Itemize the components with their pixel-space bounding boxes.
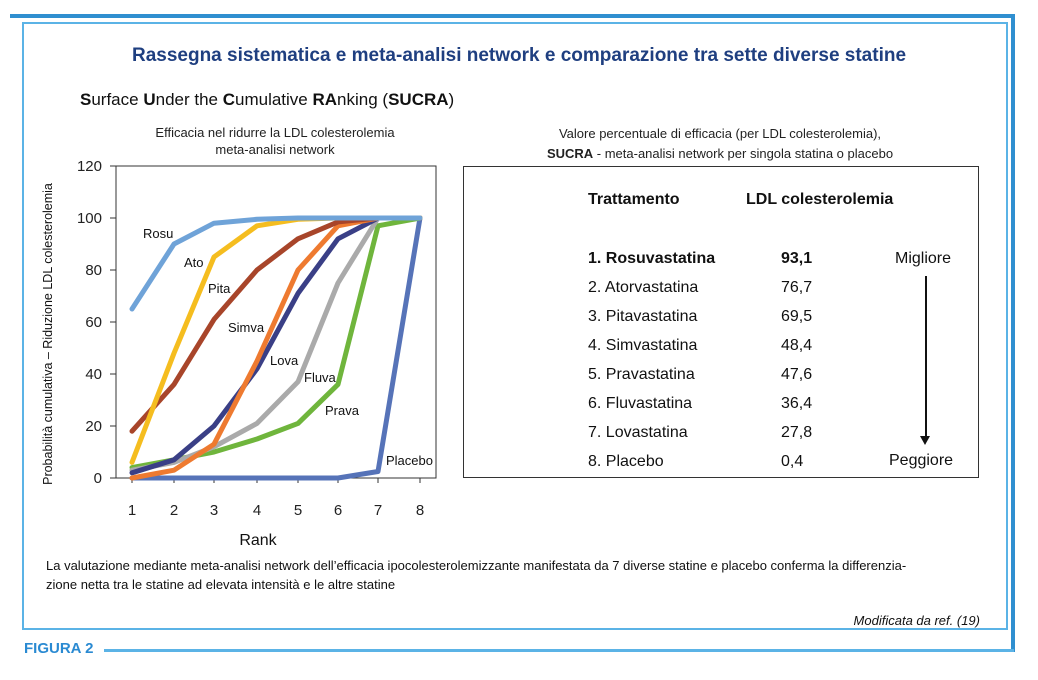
subtitle-part: C [222, 90, 235, 109]
ranking-arrow-line [925, 276, 927, 438]
figure-label: FIGURA 2 [24, 640, 94, 657]
table-row-value: 48,4 [781, 337, 813, 354]
x-tick-label: 8 [416, 502, 424, 519]
table-row-value: 0,4 [781, 453, 804, 470]
subtitle-part: nder the [155, 90, 223, 109]
source-reference: Modificata da ref. (19) [853, 613, 980, 628]
chart-caption: Efficacia nel ridurre la LDL colesterole… [100, 124, 450, 158]
y-tick-label: 0 [94, 470, 102, 487]
x-tick-label: 5 [294, 502, 302, 519]
series-annotation-ato: Ato [184, 255, 204, 270]
table-caption: Valore percentuale di efficacia (per LDL… [460, 124, 980, 164]
table-row-treatment: 3. Pitavastatina [588, 308, 698, 325]
table-row-value: 93,1 [781, 250, 813, 267]
subtitle-part: SUCRA [388, 90, 449, 109]
table-row-value: 76,7 [781, 279, 813, 296]
series-line-fluva [129, 215, 423, 473]
subtitle-part: S [80, 90, 92, 109]
table-caption-line2: SUCRA - meta-analisi network per singola… [460, 144, 980, 164]
table-row-value: 69,5 [781, 308, 813, 325]
table-row-value: 36,4 [781, 395, 813, 412]
table-row-treatment: 7. Lovastatina [588, 424, 688, 441]
table-row-treatment: 1. Rosuvastatina [588, 250, 716, 267]
x-axis-label: Rank [239, 532, 277, 549]
series-line-rosu [129, 215, 423, 312]
series-annotation-rosu: Rosu [143, 226, 173, 241]
series-line-placebo [129, 215, 423, 481]
y-tick-label: 80 [85, 262, 102, 279]
table-row-treatment: 6. Fluvastatina [588, 395, 693, 412]
x-tick-label: 3 [210, 502, 218, 519]
table-row-treatment: 4. Simvastatina [588, 337, 698, 354]
table-row-treatment: 8. Placebo [588, 453, 664, 470]
subtitle-part: ) [448, 90, 455, 109]
series-annotation-prava: Prava [325, 403, 360, 418]
y-tick-label: 100 [77, 210, 102, 227]
series-annotation-lova: Lova [270, 353, 299, 368]
chart-root: 0 20 40 60 80 100 120 1 2 3 4 5 6 7 8 Rank Probabilità c… [41, 158, 437, 549]
outer-frame [10, 14, 1015, 652]
worst-label: Peggiore [889, 452, 954, 469]
subtitle-part: U [143, 90, 156, 109]
table-caption-rest: - meta-analisi network per singola stati… [593, 146, 894, 161]
series-annotation-pita: Pita [208, 281, 231, 296]
y-tick-label: 20 [85, 418, 102, 435]
sucra-table-box [463, 166, 979, 478]
table-row-value: 27,8 [781, 424, 813, 441]
x-tick-label: 7 [374, 502, 382, 519]
table-row-treatment: 5. Pravastatina [588, 366, 695, 383]
figure-title: Rassegna sistematica e meta-analisi netw… [131, 45, 907, 66]
table-row-value: 47,6 [781, 366, 813, 383]
table-caption-line1: Valore percentuale di efficacia (per LDL… [558, 126, 882, 141]
table-header-treatment: Trattamento [588, 191, 680, 208]
figure-note-line1: La valutazione mediante meta-analisi net… [46, 558, 907, 573]
series-annotation-placebo: Placebo [386, 453, 433, 468]
series-annotation-fluva: Fluva [304, 370, 337, 385]
table-row-treatment: 2. Atorvastatina [588, 279, 699, 296]
y-tick-label: 40 [85, 366, 102, 383]
x-tick-label: 4 [253, 502, 261, 519]
table-header-ldl: LDL colesterolemia [746, 191, 894, 208]
table-caption-sucra: SUCRA [546, 146, 594, 161]
subtitle-part: urface [91, 90, 144, 109]
chart-caption-line1: Efficacia nel ridurre la LDL colesterole… [155, 125, 395, 140]
series-annotation-simva: Simva [228, 320, 265, 335]
subtitle-part: RA [312, 90, 338, 109]
y-axis-label: Probabilità cumulativa – Riduzione LDL c… [41, 183, 55, 485]
chart-caption-line2: meta-analisi network [215, 142, 335, 157]
x-tick-label: 6 [334, 502, 342, 519]
sucra-subtitle: Surface Under the Cumulative RAnking (SU… [80, 90, 454, 110]
figure-note-line2: zione netta tra le statine ad elevata in… [46, 577, 396, 592]
subtitle-part: umulative [235, 90, 313, 109]
x-tick-label: 1 [128, 502, 136, 519]
subtitle-part: nking ( [337, 90, 389, 109]
best-label: Migliore [895, 250, 952, 267]
figure-label-rule [104, 649, 1014, 652]
y-tick-label: 60 [85, 314, 102, 331]
figure-note: La valutazione mediante meta-analisi net… [46, 556, 996, 594]
y-tick-label: 120 [77, 158, 102, 175]
x-tick-label: 2 [170, 502, 178, 519]
arrow-down-icon [920, 436, 930, 445]
